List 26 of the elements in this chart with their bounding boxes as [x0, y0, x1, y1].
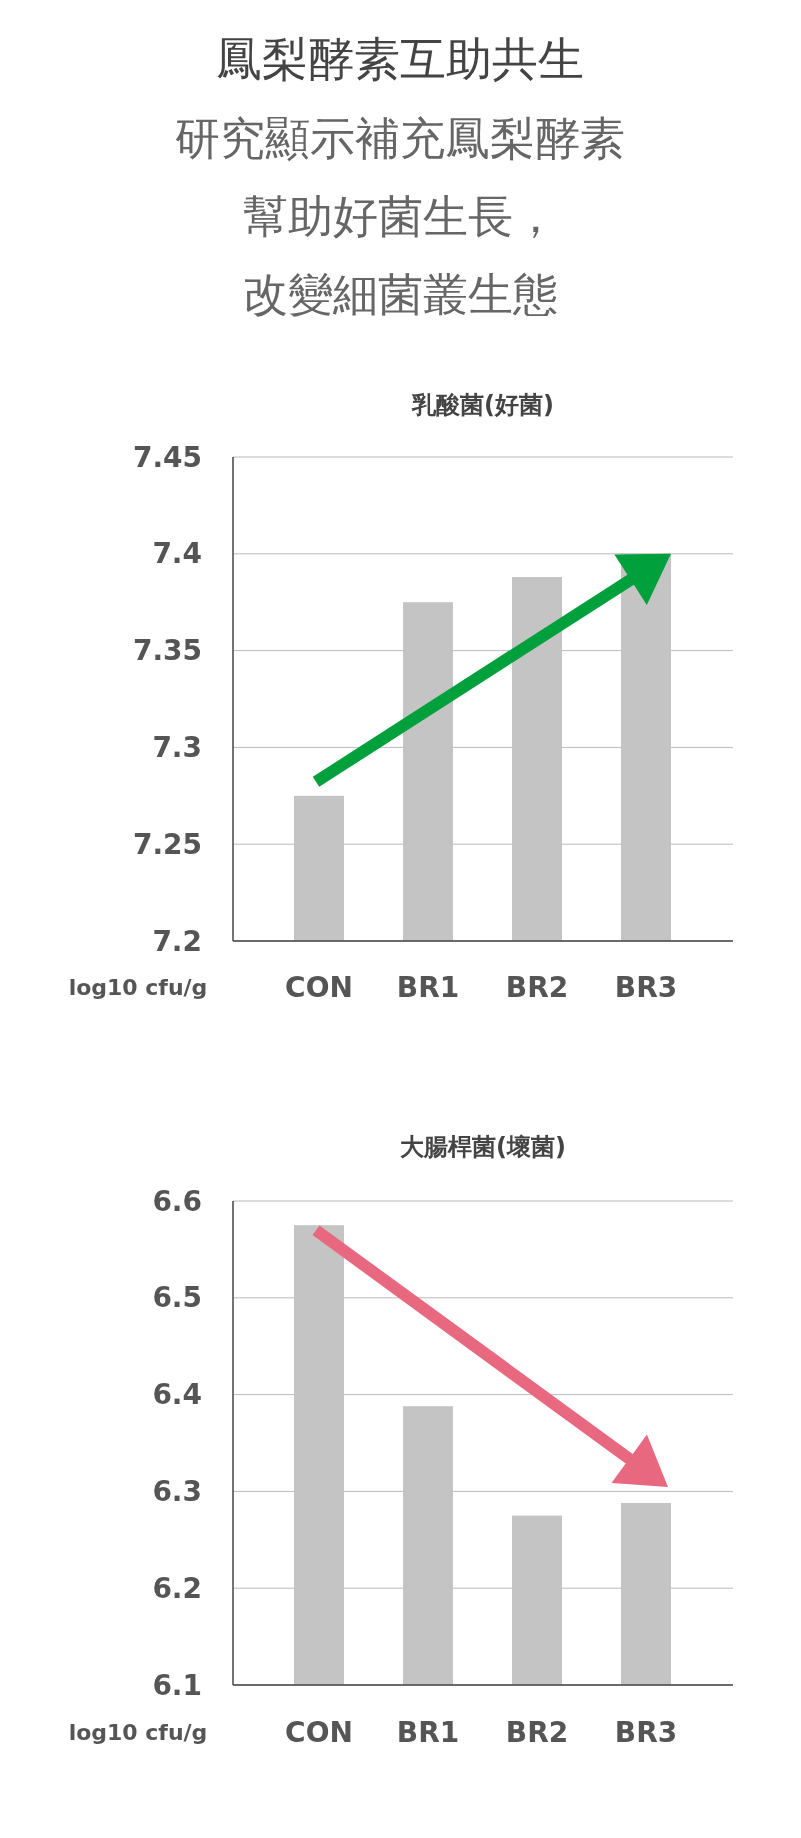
y-tick-label: 6.3 — [152, 1474, 202, 1508]
y-axis-title: log10 cfu/g — [68, 974, 208, 1000]
y-tick-label: 6.5 — [152, 1281, 202, 1315]
x-tick-label: BR3 — [614, 1715, 678, 1749]
chart-title: 鳳梨酵素互助共生 — [216, 32, 584, 86]
x-tick-label: BR1 — [396, 970, 460, 1004]
y-tick-label: 7.25 — [132, 827, 202, 861]
x-tick-label: BR2 — [505, 970, 569, 1004]
x-tick-label: CON — [285, 970, 353, 1004]
x-tick-label: BR2 — [505, 1715, 569, 1749]
y-tick-label: 6.1 — [152, 1668, 202, 1702]
x-tick-label: BR3 — [614, 970, 678, 1004]
y-tick-label: 6.4 — [152, 1378, 202, 1412]
y-tick-label: 7.4 — [152, 537, 202, 571]
chart-subtitle: 研究顯示補充鳳梨酵素幫助好菌生長，改變細菌叢生態 — [174, 111, 626, 323]
text: 乳酸菌(好菌) — [411, 391, 554, 419]
y-axis-title: log10 cfu/g — [68, 1719, 208, 1745]
y-tick-label: 7.35 — [132, 634, 202, 668]
x-tick-label: BR1 — [396, 1715, 460, 1749]
y-tick-label: 7.3 — [152, 730, 202, 764]
x-tick-label: CON — [285, 1715, 353, 1749]
y-tick-label: 7.2 — [152, 924, 202, 958]
y-tick-label: 6.2 — [152, 1571, 202, 1605]
y-tick-label: 7.45 — [132, 440, 202, 474]
text: 大腸桿菌(壞菌) — [400, 1133, 566, 1161]
y-tick-label: 6.6 — [152, 1184, 202, 1218]
